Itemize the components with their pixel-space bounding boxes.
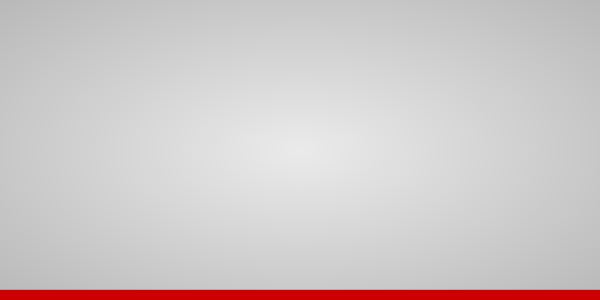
Bar (33, 155, 61, 265)
Bar (337, 100, 364, 265)
Bar (380, 94, 408, 265)
Bar (163, 127, 191, 265)
Title: Rotary And Rf Rotary Joint Market: Rotary And Rf Rotary Joint Market (168, 7, 446, 25)
Text: 2.02: 2.02 (166, 115, 188, 124)
Text: 3.0: 3.0 (559, 47, 575, 57)
Bar (250, 113, 278, 265)
Bar (509, 72, 538, 265)
Bar (206, 120, 235, 265)
Bar (553, 59, 581, 265)
Bar (466, 80, 494, 265)
Bar (76, 147, 104, 265)
Text: 2.12: 2.12 (209, 108, 232, 118)
Bar (119, 135, 148, 265)
Y-axis label: Market Value in USD Billion: Market Value in USD Billion (7, 78, 17, 219)
Bar (423, 87, 451, 265)
Bar (293, 106, 321, 265)
